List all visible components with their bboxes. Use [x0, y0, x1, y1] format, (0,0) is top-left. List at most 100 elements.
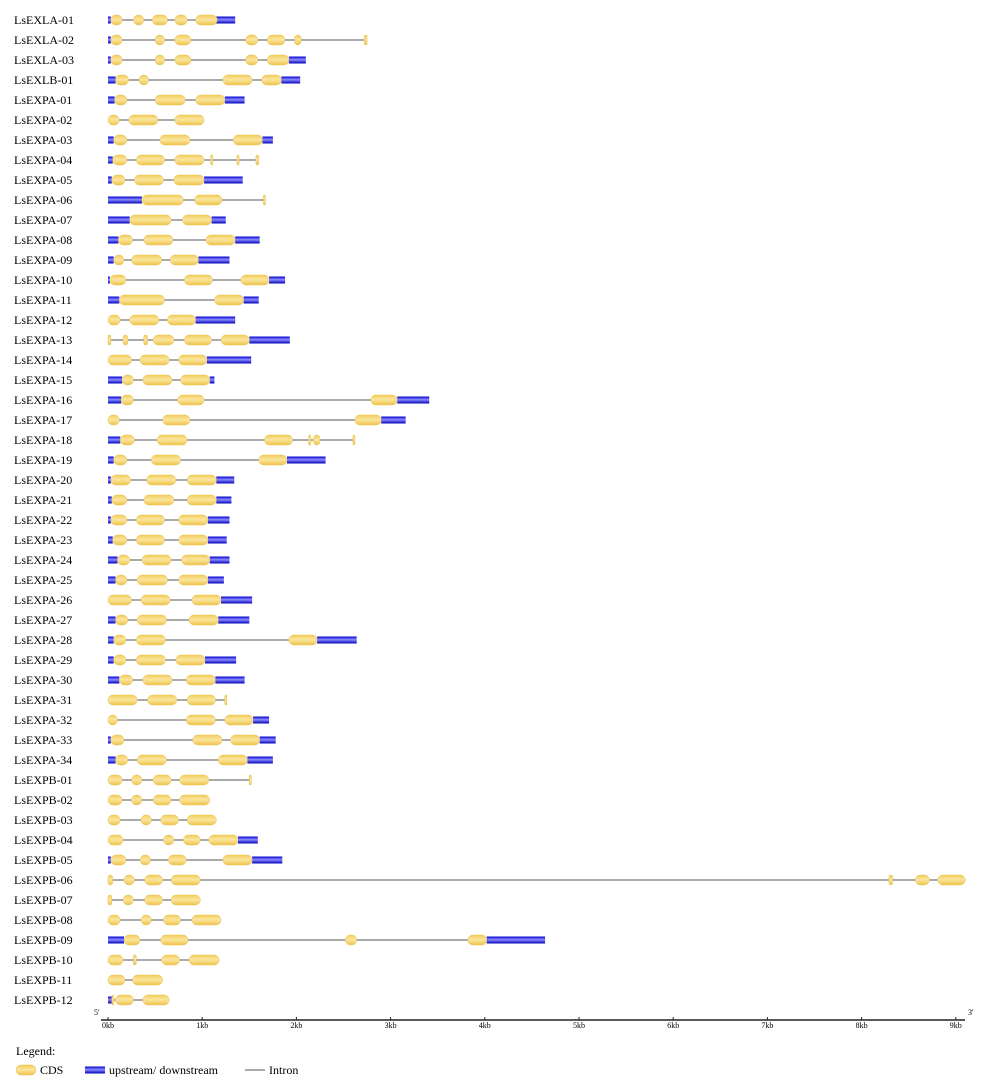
utr-segment [249, 336, 290, 344]
utr-segment [108, 756, 116, 764]
utr-segment [108, 216, 130, 224]
utr-segment [108, 56, 111, 64]
cds-exon [133, 954, 137, 966]
cds-exon [151, 454, 181, 466]
cds-exon [107, 714, 118, 726]
utr-segment [218, 616, 250, 624]
cds-exon [182, 214, 212, 226]
cds-exon [208, 834, 239, 846]
gene-row: LsEXPA-12 [14, 313, 236, 327]
cds-exon [161, 954, 180, 966]
cds-exon [112, 154, 128, 166]
utr-segment [216, 496, 232, 504]
gene-label: LsEXLA-02 [14, 33, 74, 47]
cds-exon [123, 874, 135, 886]
cds-exon [115, 74, 129, 86]
utr-segment [253, 716, 270, 724]
gene-row: LsEXPB-04 [14, 833, 258, 847]
utr-segment [108, 256, 114, 264]
gene-label: LsEXPA-13 [14, 333, 72, 347]
utr-segment [108, 76, 116, 84]
cds-exon [170, 894, 201, 906]
utr-segment [207, 576, 224, 584]
cds-exon [174, 14, 188, 26]
gene-label: LsEXPA-17 [14, 413, 72, 427]
utr-segment [108, 96, 115, 104]
cds-exon [178, 574, 209, 586]
utr-segment [108, 736, 111, 744]
cds-exon [245, 34, 259, 46]
cds-exon [224, 694, 228, 706]
gene-label: LsEXPB-10 [14, 953, 73, 967]
cds-exon [107, 874, 113, 886]
cds-exon [122, 334, 129, 346]
cds-exon [915, 874, 930, 886]
gene-label: LsEXPA-15 [14, 373, 72, 387]
three-prime-label: 3' [968, 1008, 974, 1017]
cds-exon [107, 974, 126, 986]
utr-segment [262, 136, 273, 144]
cds-exon [119, 294, 165, 306]
cds-exon [152, 334, 175, 346]
axis-tick-label: 3kb [385, 1021, 397, 1030]
cds-exon [119, 674, 133, 686]
gene-label: LsEXPA-18 [14, 433, 72, 447]
utr-segment [209, 376, 215, 384]
gene-row: LsEXPA-18 [14, 433, 356, 447]
cds-exon [113, 134, 128, 146]
gene-row: LsEXPA-04 [14, 153, 259, 167]
gene-label: LsEXPB-09 [14, 933, 73, 947]
gene-label: LsEXLA-01 [14, 13, 74, 27]
gene-row: LsEXPA-26 [14, 593, 253, 607]
gene-row: LsEXPA-24 [14, 553, 230, 567]
cds-exon [160, 934, 189, 946]
cds-exon [191, 914, 222, 926]
cds-exon [179, 774, 210, 786]
gene-label: LsEXPB-04 [14, 833, 73, 847]
cds-exon [174, 54, 192, 66]
utr-segment [235, 236, 260, 244]
gene-label: LsEXPA-20 [14, 473, 72, 487]
cds-exon [110, 54, 123, 66]
cds-exon [117, 554, 130, 566]
cds-exon [174, 154, 205, 166]
gene-row: LsEXPB-02 [14, 793, 210, 807]
utr-segment [108, 16, 111, 24]
cds-exon [249, 774, 252, 786]
cds-exon [136, 654, 166, 666]
gene-row: LsEXPA-08 [14, 233, 260, 247]
cds-exon [156, 434, 188, 446]
utr-segment [281, 76, 301, 84]
axis-tick-label: 8kb [856, 1021, 868, 1030]
utr-segment [288, 56, 306, 64]
gene-row: LsEXPA-19 [14, 453, 326, 467]
cds-exon [128, 114, 159, 126]
cds-exon [107, 954, 124, 966]
cds-exon [167, 314, 196, 326]
utr-segment [108, 576, 116, 584]
gene-tracks: LsEXLA-01 LsEXLA-02 LsEXLA-03 LsEXLB-01 LsEX… [14, 13, 966, 1007]
utr-segment [108, 476, 111, 484]
cds-exon [178, 354, 208, 366]
cds-exon [129, 214, 172, 226]
gene-row: LsEXPB-06 [14, 873, 966, 887]
utr-segment [215, 676, 245, 684]
gene-row: LsEXPA-33 [14, 733, 276, 747]
gene-label: LsEXPA-31 [14, 693, 72, 707]
cds-exon [308, 434, 311, 446]
cds-exon [170, 874, 201, 886]
cds-exon [186, 814, 217, 826]
cds-exon [113, 254, 125, 266]
cds-exon [138, 74, 149, 86]
gene-row: LsEXPA-28 [14, 633, 357, 647]
cds-exon [174, 34, 192, 46]
cds-exon [112, 534, 128, 546]
cds-exon [179, 794, 210, 806]
cds-exon [370, 394, 398, 406]
utr-segment [195, 316, 236, 324]
gene-label: LsEXPB-03 [14, 813, 73, 827]
gene-row: LsEXPA-20 [14, 473, 235, 487]
cds-exon [111, 174, 126, 186]
utr-segment [108, 616, 116, 624]
cds-exon [107, 594, 132, 606]
